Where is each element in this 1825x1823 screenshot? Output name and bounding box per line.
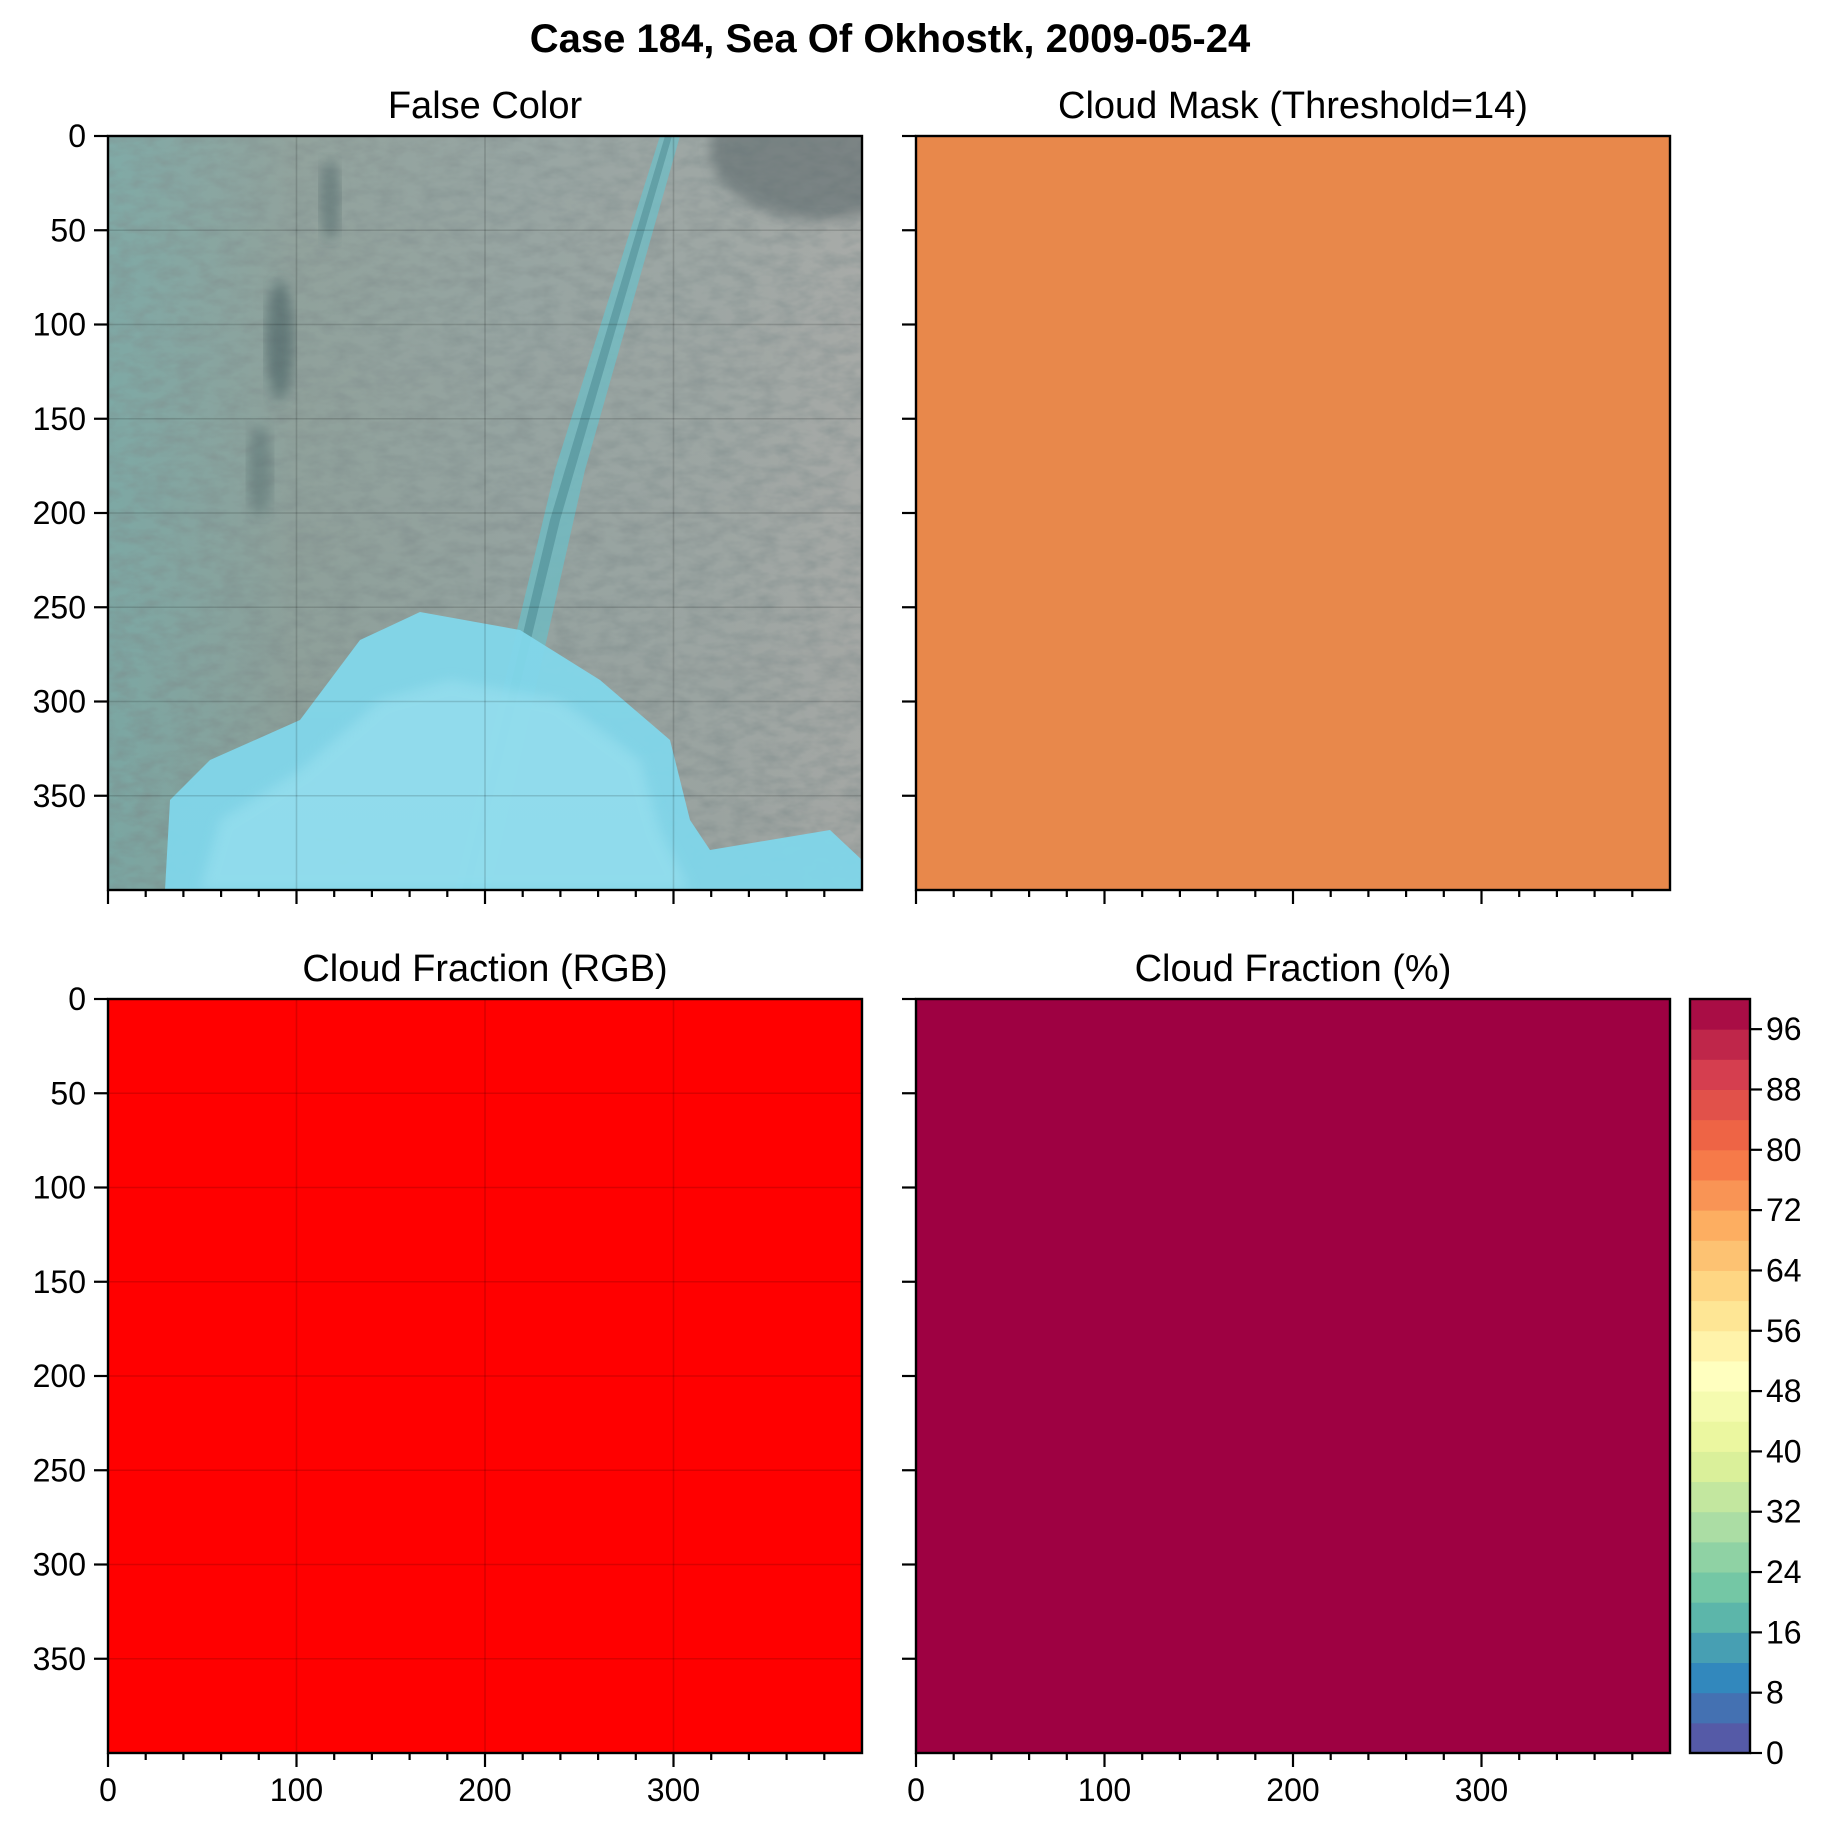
colorbar-band xyxy=(1690,999,1750,1030)
colorbar-band xyxy=(1690,1270,1750,1302)
colorbar-band xyxy=(1690,1029,1750,1060)
colorbar-tick-label: 72 xyxy=(1766,1192,1802,1228)
colorbar-tick-label: 48 xyxy=(1766,1373,1802,1409)
colorbar-band xyxy=(1690,1149,1750,1181)
colorbar-bands xyxy=(1690,999,1750,1754)
colorbar-tick-label: 8 xyxy=(1766,1675,1784,1711)
x-tick-label: 0 xyxy=(907,1772,925,1808)
colorbar-tick-labels: 0 8 16 24 32 40 48 56 64 72 80 88 96 xyxy=(1766,1011,1802,1771)
y-tick-label: 100 xyxy=(33,1170,86,1206)
cloud-fraction-pct-image xyxy=(916,999,1670,1753)
colorbar-tick-label: 88 xyxy=(1766,1071,1802,1107)
cloud-mask-image xyxy=(916,136,1670,890)
colorbar-band xyxy=(1690,1179,1750,1211)
colorbar-ticks xyxy=(1750,1028,1762,1755)
figure-title: Case 184, Sea Of Okhostk, 2009-05-24 xyxy=(530,17,1251,61)
colorbar-band xyxy=(1690,1300,1750,1332)
colorbar-band xyxy=(1690,1662,1750,1694)
colorbar-frame xyxy=(1688,997,1752,1755)
cloud-fraction-pct-panel: Cloud Fraction (%) 0 100 200 300 xyxy=(902,948,1672,1808)
y-tick-label: 100 xyxy=(33,307,86,343)
false-color-frame xyxy=(106,134,864,892)
y-tick-label: 250 xyxy=(33,589,86,625)
x-tick-label: 200 xyxy=(1266,1772,1319,1808)
false-color-y-tick-labels: 0 50 100 150 200 250 300 350 xyxy=(33,118,86,814)
x-tick-label: 100 xyxy=(270,1772,323,1808)
cloud-fraction-rgb-panel: Cloud Fraction (RGB) 0 50 100 150 200 250 300 3… xyxy=(33,948,864,1808)
cloud-fraction-rgb-title: Cloud Fraction (RGB) xyxy=(302,948,667,990)
colorbar-band xyxy=(1690,1059,1750,1090)
cloud-fraction-rgb-y-tick-labels: 0 50 100 150 200 250 300 350 xyxy=(33,981,86,1677)
cloud-fraction-rgb-ticks xyxy=(94,997,826,1767)
x-tick-label: 300 xyxy=(1455,1772,1508,1808)
false-color-title: False Color xyxy=(388,85,583,127)
colorbar-band xyxy=(1690,1602,1750,1633)
y-tick-label: 0 xyxy=(68,981,86,1017)
y-tick-label: 150 xyxy=(33,1264,86,1300)
false-color-ticks xyxy=(94,134,826,904)
y-tick-label: 350 xyxy=(33,778,86,814)
cloud-fraction-rgb-gridlines xyxy=(108,999,862,1753)
y-tick-label: 250 xyxy=(33,1452,86,1488)
x-tick-label: 0 xyxy=(99,1772,117,1808)
colorbar-band xyxy=(1690,1692,1750,1724)
colorbar-band xyxy=(1690,1240,1750,1271)
colorbar-tick-label: 0 xyxy=(1766,1735,1784,1771)
cloud-fraction-pct-frame xyxy=(914,997,1672,1755)
false-color-image xyxy=(108,136,862,890)
colorbar-band xyxy=(1690,1421,1750,1452)
y-tick-label: 200 xyxy=(33,495,86,531)
cloud-fraction-rgb-x-tick-labels: 0 100 200 300 xyxy=(99,1772,700,1808)
colorbar-band xyxy=(1690,1391,1750,1422)
y-tick-label: 300 xyxy=(33,684,86,720)
colorbar-band xyxy=(1690,1541,1750,1573)
y-tick-label: 0 xyxy=(68,118,86,154)
colorbar-band xyxy=(1690,1481,1750,1513)
cloud-mask-frame xyxy=(914,134,1672,892)
colorbar-band xyxy=(1690,1722,1750,1754)
cloud-mask-title: Cloud Mask (Threshold=14) xyxy=(1058,85,1528,127)
colorbar-tick-label: 64 xyxy=(1766,1252,1802,1288)
colorbar-tick-label: 32 xyxy=(1766,1494,1802,1530)
x-tick-label: 100 xyxy=(1078,1772,1131,1808)
colorbar-tick-label: 16 xyxy=(1766,1614,1802,1650)
cloud-fraction-rgb-frame xyxy=(106,997,864,1755)
y-tick-label: 350 xyxy=(33,1641,86,1677)
colorbar-band xyxy=(1690,1572,1750,1603)
false-color-panel: False Color 0 50 100 150 200 250 300 350 xyxy=(33,85,864,904)
y-tick-label: 200 xyxy=(33,1358,86,1394)
cloud-fraction-pct-x-tick-labels: 0 100 200 300 xyxy=(907,1772,1508,1808)
colorbar-tick-label: 40 xyxy=(1766,1433,1802,1469)
cloud-fraction-pct-title: Cloud Fraction (%) xyxy=(1135,948,1452,990)
colorbar-band xyxy=(1690,1451,1750,1483)
x-tick-label: 200 xyxy=(458,1772,511,1808)
cloud-mask-panel: Cloud Mask (Threshold=14) xyxy=(902,85,1672,904)
colorbar-tick-label: 96 xyxy=(1766,1011,1802,1047)
x-tick-label: 300 xyxy=(647,1772,700,1808)
colorbar-tick-label: 56 xyxy=(1766,1313,1802,1349)
colorbar-tick-label: 80 xyxy=(1766,1132,1802,1168)
colorbar-band xyxy=(1690,1511,1750,1543)
y-tick-label: 50 xyxy=(50,1075,86,1111)
colorbar-tick-label: 24 xyxy=(1766,1554,1802,1590)
colorbar-band xyxy=(1690,1330,1750,1362)
colorbar-band xyxy=(1690,1210,1750,1241)
y-tick-label: 150 xyxy=(33,401,86,437)
colorbar-band xyxy=(1690,1632,1750,1664)
colorbar-band xyxy=(1690,1119,1750,1151)
y-tick-label: 50 xyxy=(50,212,86,248)
colorbar: 0 8 16 24 32 40 48 56 64 72 80 88 96 xyxy=(1688,997,1802,1771)
cloud-fraction-rgb-image xyxy=(108,999,862,1753)
false-color-gridlines xyxy=(108,136,862,890)
colorbar-band xyxy=(1690,1089,1750,1121)
y-tick-label: 300 xyxy=(33,1547,86,1583)
colorbar-band xyxy=(1690,1360,1750,1392)
